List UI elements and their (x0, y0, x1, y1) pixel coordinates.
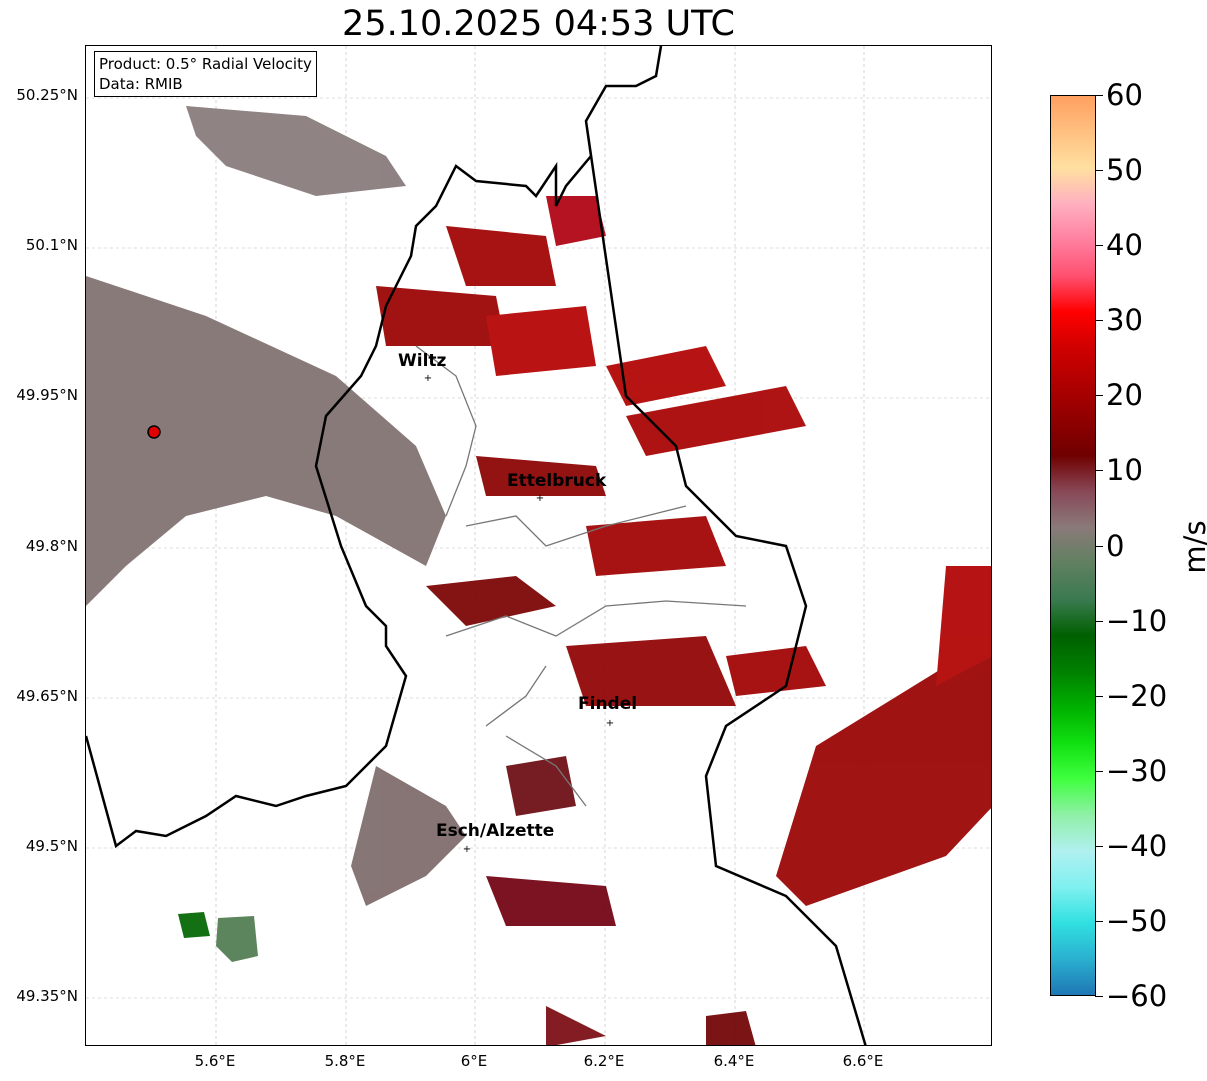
lat-label: 49.8°N (25, 537, 78, 555)
city-label-wiltz: Wiltz (398, 351, 447, 371)
colorbar-tick-label: 40 (1106, 228, 1143, 263)
colorbar-tick-label: −40 (1106, 828, 1168, 863)
city-marker: + (463, 844, 471, 855)
colorbar-tick (1095, 620, 1103, 622)
colorbar-tick (1095, 770, 1103, 772)
colorbar-tick-label: −10 (1106, 603, 1168, 638)
colorbar-tick (1095, 695, 1103, 697)
lon-label: 5.8°E (324, 1052, 366, 1070)
map-title: 25.10.2025 04:53 UTC (342, 4, 735, 44)
colorbar-tick-label: 10 (1106, 453, 1143, 488)
lat-label: 50.1°N (25, 236, 78, 254)
product-info-box: Product: 0.5° Radial Velocity Data: RMIB (94, 51, 317, 97)
country-border (86, 46, 867, 1045)
canton-boundaries (415, 345, 747, 807)
colorbar-tick-label: 30 (1106, 303, 1143, 338)
colorbar-tick (1095, 845, 1103, 847)
city-marker: + (606, 718, 614, 729)
colorbar-tick (1095, 170, 1103, 172)
lon-label: 5.6°E (194, 1052, 236, 1070)
colorbar-tick-label: −20 (1106, 678, 1168, 713)
data-source-label: Data: RMIB (99, 75, 183, 93)
colorbar-tick (1095, 245, 1103, 247)
colorbar-tick (1095, 320, 1103, 322)
colorbar-tick-label: 50 (1106, 153, 1143, 188)
lon-label: 6.6°E (842, 1052, 884, 1070)
colorbar-tick-label: 0 (1106, 528, 1125, 563)
lon-label: 6°E (460, 1052, 488, 1070)
city-label-findel: Findel (578, 694, 638, 714)
lat-label: 49.35°N (16, 987, 78, 1005)
lat-label: 50.25°N (16, 86, 78, 104)
colorbar-tick-label: −60 (1106, 979, 1168, 1013)
lat-label: 49.5°N (25, 837, 78, 855)
radar-echoes (86, 106, 991, 1045)
radar-map-canvas: + + + + (86, 46, 991, 1045)
city-label-ettelbruck: Ettelbruck (507, 471, 607, 491)
colorbar-tick (1095, 545, 1103, 547)
product-label: Product: 0.5° Radial Velocity (99, 55, 312, 73)
lon-label: 6.2°E (583, 1052, 625, 1070)
city-label-esch-alzette: Esch/Alzette (436, 821, 555, 841)
colorbar-tick (1095, 395, 1103, 397)
velocity-colorbar (1050, 95, 1096, 996)
colorbar-tick (1095, 470, 1103, 472)
lat-label: 49.95°N (16, 386, 78, 404)
colorbar-tick (1095, 996, 1103, 997)
lat-label: 49.65°N (16, 687, 78, 705)
city-marker: + (424, 373, 432, 384)
lon-label: 6.4°E (713, 1052, 755, 1070)
radar-map[interactable]: + + + + Wiltz Ettelbruck Findel Esch/Alz… (85, 45, 992, 1046)
colorbar-tick-label: −30 (1106, 753, 1168, 788)
colorbar-tick (1095, 920, 1103, 922)
colorbar-tick-label: 60 (1106, 78, 1143, 112)
colorbar-tick-label: 20 (1106, 378, 1143, 413)
colorbar-unit-label: m/s (1178, 520, 1207, 574)
city-marker: + (536, 493, 544, 504)
colorbar-tick-label: −50 (1106, 903, 1168, 938)
radar-site-marker (147, 425, 161, 439)
colorbar-tick (1095, 95, 1103, 96)
